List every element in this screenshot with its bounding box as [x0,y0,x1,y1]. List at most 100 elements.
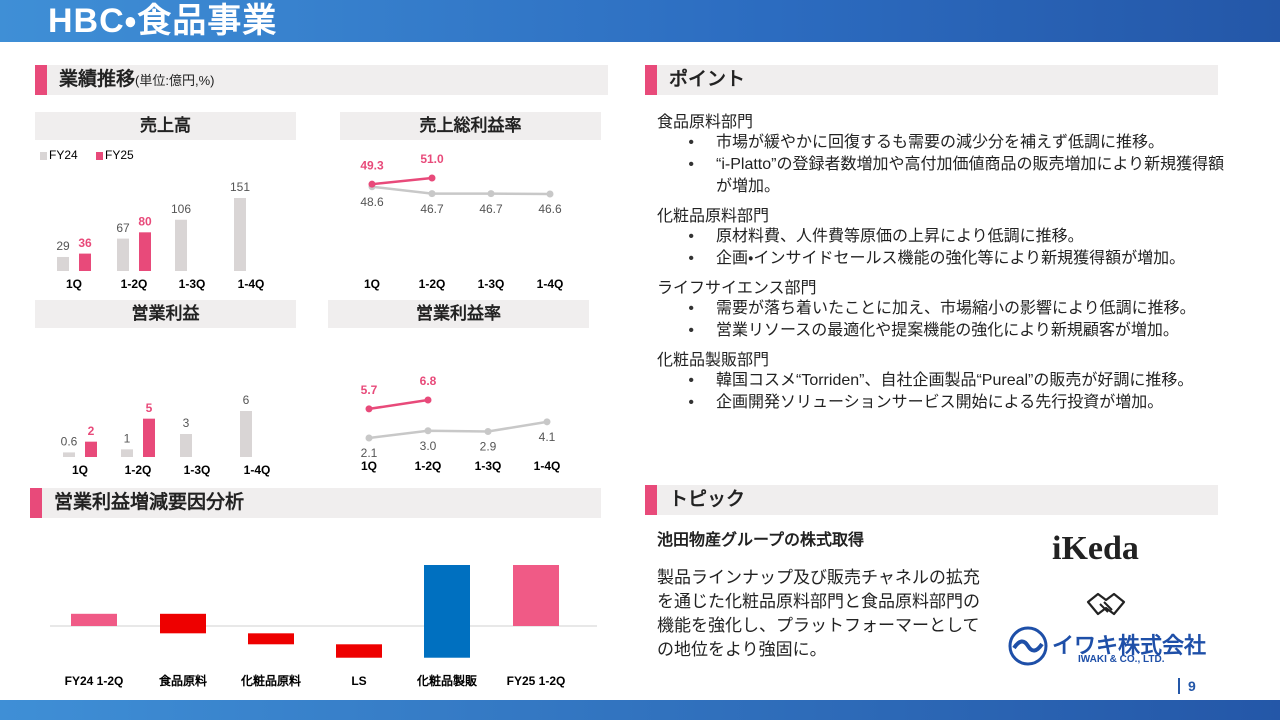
point [546,190,554,198]
x-tick-label: 1-3Q [179,277,206,291]
section-bar: ポイント [645,65,1218,95]
bar [57,256,69,271]
point [428,190,436,198]
legend-swatch [40,152,47,160]
value-label: 2.9 [480,440,497,454]
x-tick-label: 1-2Q [121,277,148,291]
bar [121,449,133,457]
x-tick-label: 1-3Q [184,463,211,477]
x-tick-label: 1-2Q [415,459,442,473]
section-bar: トピック [645,485,1218,515]
point [368,180,376,188]
value-label: 46.6 [538,202,562,216]
handshake-icon [1086,592,1126,616]
bullet: 韓国コスメ“Torriden”、自社企画製品“Pureal”の販売が好調に推移。 [694,370,1237,392]
point [365,405,373,413]
topic-body: 製品ラインナップ及び販売チャネルの拡充を通じた化粧品原料部門と食品原料部門の機能… [657,568,980,659]
section-bar: 業績推移(単位:億円,%) [35,65,608,95]
logo-iwaki-en: IWAKI & CO., LTD. [1078,654,1165,665]
bullet: 原材料費、人件費等原価の上昇により低調に推移。 [694,226,1237,248]
value-label: 0.6 [61,435,78,449]
value-label: 46.7 [479,202,503,216]
x-tick-label: FY25 1-2Q [507,674,566,688]
topic-heading: 池田物産グループの株式取得 [657,532,865,549]
bullet-list: 韓国コスメ“Torriden”、自社企画製品“Pureal”の販売が好調に推移。… [657,370,1237,414]
chart-title: 売上高 [35,112,296,140]
bar [175,219,187,271]
header-bar [0,0,1280,42]
x-tick-label: LS [351,674,366,688]
value-label: 67 [116,221,130,235]
waterfall-bar [336,644,382,658]
section-title: ポイント [669,69,746,90]
bullet: “i-Platto”の登録者数増加や高付加価値商品の販売増加により新規獲得額が増… [694,154,1237,198]
x-tick-label: 1Q [66,277,82,291]
x-tick-label: 1-4Q [238,277,265,291]
points: 食品原料部門市場が緩やかに回復するも需要の減少分を補えず低調に推移。“i-Pla… [657,108,1237,418]
bar [85,441,97,457]
value-label: 80 [138,214,152,228]
value-label: 36 [78,236,92,250]
value-label: 3 [183,416,190,430]
bar [63,452,75,457]
waterfall-bar [424,565,470,658]
point [543,418,551,426]
legend-label: FY25 [105,148,134,162]
chart-title: 売上総利益率 [340,112,601,140]
x-tick-label: 1-4Q [244,463,271,477]
logo-iwaki: イワキ株式会社 [1052,633,1207,658]
section-title: 業績推移 [59,69,136,90]
value-label: 46.7 [420,202,444,216]
waterfall-bar [71,613,117,626]
bullet: 需要が落ち着いたことに加え、市場縮小の影響により低調に推移。 [694,298,1237,320]
value-label: 49.3 [360,158,384,172]
bar [139,232,151,271]
section-title: 営業利益増減要因分析 [54,492,245,513]
x-tick-label: 食品原料 [158,673,207,688]
x-tick-label: FY24 1-2Q [65,674,124,688]
value-label: 48.6 [360,195,384,209]
value-label: 5 [146,401,153,415]
footer-bar [0,700,1280,720]
value-label: 1 [124,432,131,446]
value-label: 29 [56,239,70,253]
x-tick-label: 1-2Q [125,463,152,477]
x-tick-label: 1Q [364,277,380,291]
x-tick-label: 1-4Q [537,277,564,291]
value-label: 2.1 [361,446,378,460]
line [371,185,551,196]
point-heading: 食品原料部門 [657,114,754,131]
line [368,420,548,440]
value-label: 4.1 [539,430,556,444]
value-label: 2 [88,424,95,438]
value-label: 3.0 [420,439,437,453]
bullet-list: 原材料費、人件費等原価の上昇により低調に推移。企画・インサイドセールス機能の強化… [657,226,1237,270]
point [365,434,373,442]
value-label: 151 [230,180,250,194]
logo-ikeda: iKeda [1052,530,1139,567]
bullet: 企画開発ソリューションサービス開始による先行投資が増加。 [694,392,1237,414]
x-tick-label: 1Q [361,459,377,473]
legend-label: FY24 [49,148,78,162]
x-tick-label: 1-4Q [534,459,561,473]
waterfall-bar [248,633,294,645]
legend-swatch [96,152,103,160]
waterfall-bar [160,613,206,634]
point-heading: 化粧品製販部門 [657,352,770,369]
x-tick-label: 1-3Q [475,459,502,473]
point-heading: 化粧品原料部門 [657,208,770,225]
line [368,398,429,411]
line [371,176,433,186]
point-heading: ライフサイエンス部門 [657,280,817,297]
value-label: 51.0 [420,152,444,166]
bar [143,418,155,457]
x-tick-label: 1-2Q [419,277,446,291]
bar [234,198,246,271]
page-number: 9 [1178,678,1196,694]
unit: (単位:億円,%) [135,73,215,88]
point [424,427,432,435]
bullet: 営業リソースの最適化や提案機能の強化により新規顧客が増加。 [694,320,1237,342]
value-label: 6 [243,393,250,407]
